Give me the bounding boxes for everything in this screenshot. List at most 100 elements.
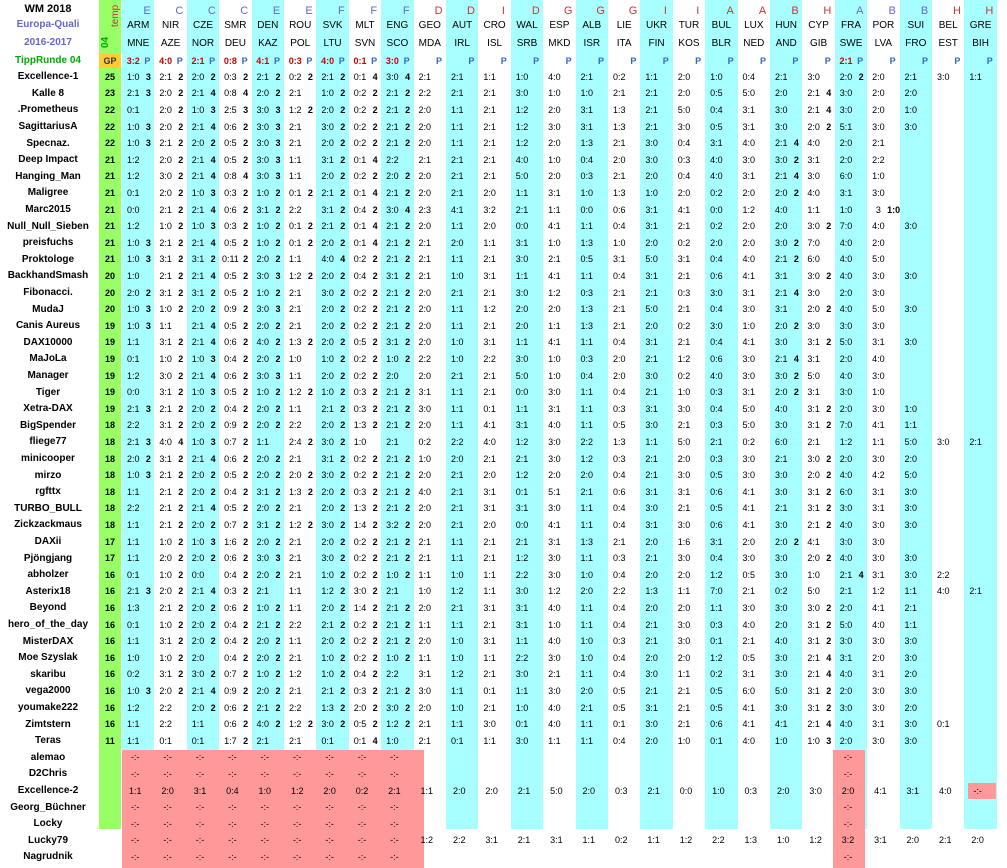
player-name[interactable]: abholzer	[27, 569, 69, 581]
player-name[interactable]: Fibonacci.	[23, 287, 73, 299]
player-name[interactable]: mirzo	[34, 469, 62, 481]
tip-points: 2	[210, 636, 216, 647]
tip-value: 0:1	[126, 569, 140, 580]
player-name[interactable]: DAXii	[34, 536, 62, 548]
tip-value: 3:1	[548, 403, 561, 414]
tip-value: 2:0	[418, 304, 432, 315]
player-name[interactable]: Teras	[35, 735, 61, 747]
tip-points: 2	[178, 104, 184, 115]
player-name[interactable]: Excellence-2	[17, 785, 79, 797]
tip-value: 2:0	[872, 104, 885, 115]
player-name[interactable]: Georg_Büchner	[10, 801, 86, 813]
player-name[interactable]: minicooper	[21, 453, 75, 465]
tip-value: 2:1	[159, 486, 172, 497]
player-name[interactable]: Xetra-DAX	[23, 403, 73, 415]
tip-value: 0:2	[353, 470, 367, 481]
player-name[interactable]: vega2000	[25, 685, 71, 697]
player-name[interactable]: preisfuchs	[22, 237, 74, 249]
tip-value: 2:2	[386, 669, 399, 680]
tip-value: 1:0	[191, 104, 205, 115]
player-name[interactable]: rgfttx	[35, 486, 61, 498]
player-name[interactable]: Hanging_Man	[15, 170, 81, 182]
tip-value: 2:1	[418, 735, 432, 746]
tip-value: 3:0	[872, 685, 885, 696]
tip-value: 1:2	[515, 470, 529, 481]
tip-value: 1:1	[256, 436, 270, 447]
tip-value: 2:0	[418, 221, 432, 232]
player-name[interactable]: BackhandSmash	[7, 270, 89, 282]
player-name[interactable]: Zickzackmaus	[14, 519, 82, 531]
player-name[interactable]: SagittariusA	[18, 121, 78, 133]
player-name[interactable]: Proktologe	[21, 253, 75, 265]
tip-value: 3:1	[807, 337, 820, 348]
tip-value: 1:1	[450, 104, 464, 115]
tip-value: 1:2	[288, 719, 302, 730]
tip-value: 1:2	[809, 835, 822, 846]
tip-points: 2	[178, 138, 184, 149]
player-name[interactable]: Excellence-1	[17, 71, 79, 83]
tip-value: 2:1	[386, 619, 399, 630]
tip-value: 3:0	[807, 602, 820, 613]
tip-points: 2	[178, 71, 184, 82]
tip-value: 1:0	[742, 320, 756, 331]
player-name[interactable]: youmake222	[17, 702, 79, 714]
player-name[interactable]: alemao	[30, 751, 66, 763]
tip-value: 4:0	[807, 187, 820, 198]
player-name[interactable]: Canis Aureus	[15, 320, 81, 332]
tip-value: 0:2	[677, 320, 691, 331]
player-name[interactable]: Asterix18	[25, 585, 71, 597]
player-name[interactable]: Pjöngjang	[23, 552, 73, 564]
player-name[interactable]: Zimtstern	[25, 718, 71, 730]
tip-points: 2	[826, 553, 832, 564]
player-name[interactable]: MudaJ	[32, 303, 64, 315]
tip-value: 1:0	[288, 353, 302, 364]
match-result	[640, 54, 662, 68]
tip-value: -:-	[325, 752, 334, 763]
tip-points: 2	[178, 619, 184, 630]
tip-value: 2:1	[288, 569, 302, 580]
tip-value: 2:2	[288, 619, 302, 630]
tip-value: 2:0	[645, 735, 658, 746]
player-name[interactable]: Marc2015	[25, 204, 71, 216]
player-name[interactable]: BigSpender	[19, 419, 77, 431]
tip-value: 2:0	[904, 702, 918, 713]
player-name[interactable]: Manager	[27, 370, 69, 382]
tip-points: 2	[405, 171, 411, 182]
player-name[interactable]: TURBO_BULL	[14, 502, 82, 514]
tip-value: 2:1	[677, 719, 691, 730]
player-name[interactable]: Null_Null_Sieben	[7, 220, 89, 232]
player-name[interactable]: Nagrudnik	[23, 851, 73, 863]
player-name[interactable]: Locky	[33, 818, 63, 830]
tip-value: 0:3	[224, 221, 237, 232]
tip-value: 1:0	[548, 154, 561, 165]
tip-value: 2:1	[191, 586, 205, 597]
tip-points: 2	[275, 254, 281, 265]
player-name[interactable]: Specnaz.	[26, 137, 70, 149]
away-team: GIB	[809, 38, 828, 49]
tip-points: 2	[340, 353, 346, 364]
tip-points: 2	[243, 353, 249, 364]
player-name[interactable]: DAX10000	[23, 336, 73, 348]
player-name[interactable]: Kalle 8	[31, 87, 65, 99]
player-name[interactable]: skaribu	[30, 668, 66, 680]
player-name[interactable]: MaJoLa	[29, 353, 67, 365]
tip-value: -:-	[325, 768, 334, 779]
player-name[interactable]: hero_of_the_day	[7, 619, 89, 631]
player-name[interactable]: Lucky79	[27, 834, 69, 846]
player-name[interactable]: Deep Impact	[18, 154, 78, 166]
player-name[interactable]: fliege77	[29, 436, 67, 448]
player-name[interactable]: .Prometheus	[17, 104, 79, 116]
player-name[interactable]: MisterDAX	[22, 635, 74, 647]
tip-value: 2:0	[904, 453, 918, 464]
player-name[interactable]: Tiger	[35, 386, 61, 398]
tip-value: 0:4	[353, 204, 367, 215]
player-name[interactable]: Moe Szyslak	[18, 652, 78, 664]
tip-value: 2:1	[450, 187, 464, 198]
player-name[interactable]: D2Chris	[28, 768, 68, 780]
tip-value: 1:1	[580, 387, 594, 398]
tip-points: 2	[243, 719, 249, 730]
tip-value: 2:0	[321, 104, 334, 115]
tip-points: 2	[340, 71, 346, 82]
player-name[interactable]: Beyond	[29, 602, 67, 614]
player-name[interactable]: Maligree	[27, 187, 69, 199]
